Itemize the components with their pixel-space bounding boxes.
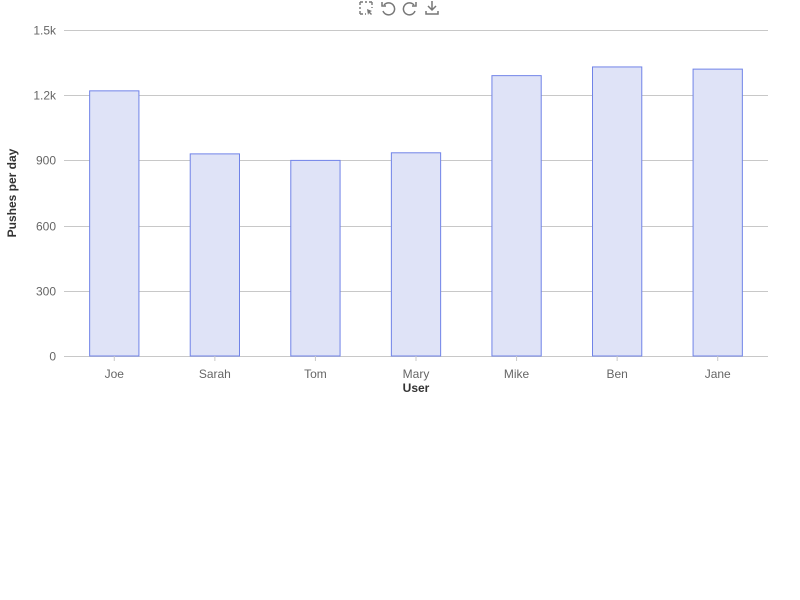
y-axis-ticks: 0 300 600 900 1.2k 1.5k: [33, 24, 57, 364]
y-tick-label: 600: [36, 220, 56, 234]
x-tick-label: Sarah: [199, 367, 231, 381]
x-axis-title: User: [403, 381, 430, 395]
download-icon[interactable]: [424, 0, 440, 16]
y-axis-title: Pushes per day: [5, 148, 19, 237]
y-tick-label: 300: [36, 285, 56, 299]
bar-sarah[interactable]: [189, 153, 240, 357]
y-tick-label: 0: [49, 350, 56, 364]
bar-mary[interactable]: [390, 152, 442, 357]
bar-ben[interactable]: [592, 66, 643, 357]
y-tick-label: 900: [36, 154, 56, 168]
x-tick-label: Ben: [606, 367, 627, 381]
redo-icon[interactable]: [402, 0, 418, 16]
x-tick-label: Mary: [403, 367, 430, 381]
bars: [89, 66, 743, 357]
bar-jane[interactable]: [692, 68, 743, 357]
bar-mike[interactable]: [491, 75, 542, 357]
bar-tom[interactable]: [290, 159, 341, 357]
x-tick-label: Jane: [705, 367, 731, 381]
y-tick-label: 1.2k: [33, 89, 57, 103]
x-tick-label: Mike: [504, 367, 530, 381]
chart-toolbar: [358, 0, 440, 16]
x-axis-ticks: Joe Sarah Tom Mary Mike Ben Jane: [105, 356, 731, 381]
box-zoom-icon[interactable]: [358, 0, 374, 16]
x-tick-label: Joe: [105, 367, 125, 381]
x-tick-label: Tom: [304, 367, 327, 381]
y-tick-label: 1.5k: [33, 24, 57, 38]
undo-icon[interactable]: [380, 0, 396, 16]
bar-joe[interactable]: [89, 90, 140, 357]
